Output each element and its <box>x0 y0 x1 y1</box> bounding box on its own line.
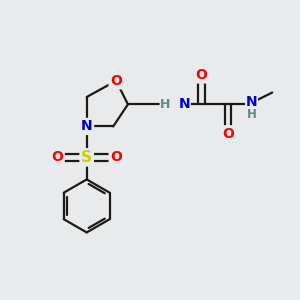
Text: N: N <box>246 95 257 109</box>
Text: O: O <box>110 150 122 164</box>
Text: S: S <box>81 150 92 165</box>
Text: H: H <box>247 108 256 121</box>
Text: N: N <box>81 119 92 134</box>
Text: O: O <box>51 150 63 164</box>
Text: O: O <box>110 74 122 88</box>
Text: N: N <box>178 98 190 111</box>
Text: O: O <box>196 68 208 82</box>
Text: H: H <box>160 98 171 111</box>
Text: O: O <box>222 127 234 141</box>
